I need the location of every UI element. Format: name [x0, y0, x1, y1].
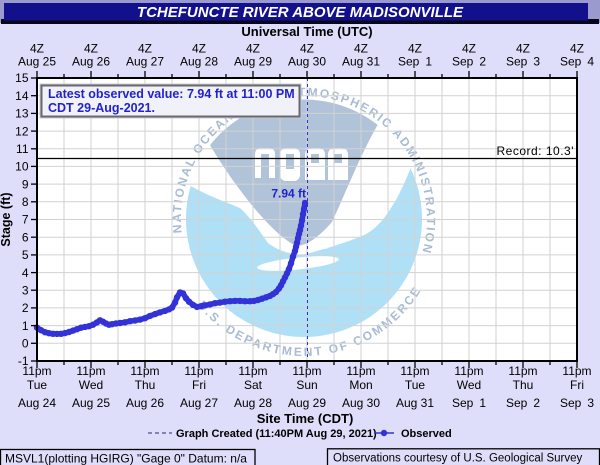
svg-text:Site Time (CDT): Site Time (CDT)	[257, 411, 354, 426]
svg-text:CDT 29-Aug-2021.: CDT 29-Aug-2021.	[48, 101, 155, 115]
svg-text:Graph Created (11:40PM Aug 29,: Graph Created (11:40PM Aug 29, 2021)	[176, 428, 377, 440]
svg-text:Sep 4: Sep 4	[560, 55, 594, 69]
svg-text:4Z: 4Z	[84, 42, 98, 56]
svg-text:Fri: Fri	[192, 378, 206, 392]
svg-text:11pm: 11pm	[400, 364, 429, 378]
svg-text:Sep 3: Sep 3	[560, 396, 594, 410]
svg-text:Thu: Thu	[513, 378, 534, 392]
svg-text:Sep 3: Sep 3	[506, 55, 540, 69]
svg-text:11pm: 11pm	[292, 364, 321, 378]
svg-text:Sep 1: Sep 1	[452, 396, 486, 410]
svg-text:4Z: 4Z	[570, 42, 584, 56]
svg-text:7: 7	[22, 213, 29, 227]
svg-text:4Z: 4Z	[408, 42, 422, 56]
svg-text:Aug 27: Aug 27	[126, 55, 164, 69]
svg-text:5: 5	[22, 248, 29, 262]
svg-text:Tue: Tue	[405, 378, 426, 392]
svg-text:Fri: Fri	[570, 378, 584, 392]
svg-text:4Z: 4Z	[516, 42, 530, 56]
svg-text:11: 11	[16, 142, 29, 156]
svg-text:Observations courtesy of U.S.: Observations courtesy of U.S. Geological…	[333, 453, 583, 465]
svg-text:11pm: 11pm	[238, 364, 267, 378]
svg-text:10: 10	[15, 160, 29, 174]
svg-text:11pm: 11pm	[22, 364, 51, 378]
svg-text:MSVL1(plotting HGIRG) "Gage 0": MSVL1(plotting HGIRG) "Gage 0" Datum: n/…	[5, 452, 247, 465]
svg-text:11pm: 11pm	[76, 364, 105, 378]
svg-text:Aug 31: Aug 31	[396, 396, 434, 410]
svg-text:Thu: Thu	[135, 378, 156, 392]
svg-text:Aug 29: Aug 29	[288, 396, 326, 410]
svg-text:Aug 30: Aug 30	[342, 396, 380, 410]
svg-text:15: 15	[15, 71, 29, 85]
svg-text:1: 1	[22, 319, 29, 333]
svg-text:4Z: 4Z	[246, 42, 260, 56]
svg-text:Observed: Observed	[401, 428, 452, 440]
svg-text:Sep 1: Sep 1	[398, 55, 432, 69]
svg-text:Aug 29: Aug 29	[234, 55, 272, 69]
svg-text:4Z: 4Z	[354, 42, 368, 56]
svg-text:7.94 ft: 7.94 ft	[271, 187, 306, 201]
svg-text:Aug 24: Aug 24	[18, 396, 56, 410]
svg-text:2: 2	[22, 301, 29, 315]
svg-text:4Z: 4Z	[300, 42, 314, 56]
svg-text:4Z: 4Z	[30, 42, 44, 56]
svg-text:4Z: 4Z	[138, 42, 152, 56]
svg-text:Mon: Mon	[349, 378, 372, 392]
svg-text:3: 3	[22, 283, 29, 297]
svg-text:11pm: 11pm	[508, 364, 537, 378]
svg-text:Universal Time (UTC): Universal Time (UTC)	[241, 24, 372, 39]
svg-text:11pm: 11pm	[454, 364, 483, 378]
svg-text:Aug 31: Aug 31	[342, 55, 380, 69]
svg-text:8: 8	[22, 195, 29, 209]
svg-text:-1: -1	[18, 354, 29, 368]
svg-text:Latest observed value: 7.94 ft: Latest observed value: 7.94 ft at 11:00 …	[48, 87, 295, 101]
svg-text:11pm: 11pm	[346, 364, 375, 378]
svg-text:14: 14	[15, 89, 29, 103]
svg-text:Aug 25: Aug 25	[18, 55, 56, 69]
svg-text:Aug 25: Aug 25	[72, 396, 110, 410]
svg-text:Sep 2: Sep 2	[506, 396, 540, 410]
svg-text:Aug 26: Aug 26	[72, 55, 110, 69]
svg-text:Wed: Wed	[79, 378, 103, 392]
svg-text:9: 9	[22, 177, 29, 191]
svg-text:4Z: 4Z	[462, 42, 476, 56]
svg-text:Sun: Sun	[296, 378, 317, 392]
svg-text:Aug 30: Aug 30	[288, 55, 326, 69]
svg-text:Tue: Tue	[27, 378, 48, 392]
svg-text:13: 13	[15, 107, 29, 121]
svg-text:11pm: 11pm	[562, 364, 591, 378]
svg-text:TCHEFUNCTE RIVER ABOVE MADISON: TCHEFUNCTE RIVER ABOVE MADISONVILLE	[137, 4, 464, 21]
svg-text:Wed: Wed	[457, 378, 481, 392]
svg-text:4Z: 4Z	[192, 42, 206, 56]
svg-text:11pm: 11pm	[184, 364, 213, 378]
svg-text:Sep 2: Sep 2	[452, 55, 486, 69]
svg-text:6: 6	[22, 230, 29, 244]
svg-text:Stage (ft): Stage (ft)	[0, 192, 13, 246]
svg-text:Aug 27: Aug 27	[180, 396, 218, 410]
svg-text:Sat: Sat	[244, 378, 263, 392]
svg-text:4: 4	[22, 266, 29, 280]
svg-text:Aug 28: Aug 28	[234, 396, 272, 410]
svg-text:11pm: 11pm	[130, 364, 159, 378]
svg-text:Aug 26: Aug 26	[126, 396, 164, 410]
svg-text:0: 0	[22, 337, 29, 351]
svg-text:Record: 10.3': Record: 10.3'	[497, 144, 575, 158]
svg-text:12: 12	[15, 124, 29, 138]
svg-text:Aug 28: Aug 28	[180, 55, 218, 69]
